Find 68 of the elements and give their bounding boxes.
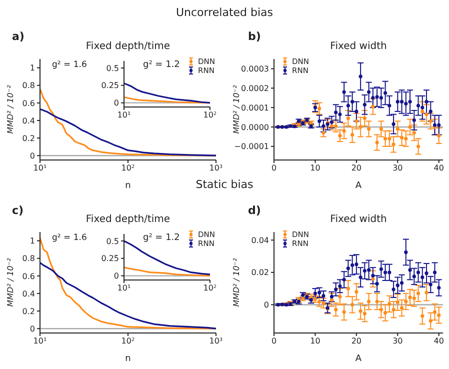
x-tick-label: 10 xyxy=(310,164,320,173)
y-tick-label: 1 xyxy=(30,236,35,246)
y-tick-label: 0.5 xyxy=(106,236,119,246)
text: a) xyxy=(12,30,24,43)
x-axis-title: A xyxy=(355,181,362,191)
text: d) xyxy=(248,204,261,217)
x-tick-label: 30 xyxy=(392,164,403,173)
y-tick-label: 1 xyxy=(30,64,35,73)
y-tick-label: 0 xyxy=(30,151,35,160)
y-tick-label: 0.04 xyxy=(251,236,269,245)
y-tick-label: 0.6 xyxy=(22,272,35,281)
x-axis-title: n xyxy=(125,181,131,191)
x-tick-label: 40 xyxy=(434,336,444,346)
annotation: g² = 1.2 xyxy=(143,60,180,70)
y-tick-label: 0 xyxy=(264,300,269,310)
x-tick-label: 10² xyxy=(203,284,217,293)
annotation: g² = 1.2 xyxy=(143,233,180,243)
annotation: g² = 1.6 xyxy=(52,233,87,243)
chart-title: Fixed width xyxy=(329,41,388,52)
y-tick-label: 0.2 xyxy=(22,134,35,143)
x-tick-label: 0 xyxy=(271,164,277,173)
chart-title: Fixed width xyxy=(329,214,388,225)
text: b) xyxy=(248,30,261,43)
y-tick-label: 0.4 xyxy=(22,116,35,126)
y-tick-label: 0.4 xyxy=(22,289,35,298)
text: Static bias xyxy=(196,178,254,191)
x-axis-title: n xyxy=(125,354,131,364)
x-tick-label: 30 xyxy=(392,336,403,346)
x-tick-label: 10 xyxy=(310,336,320,346)
y-tick-label: 0.25 xyxy=(101,254,119,264)
x-tick-label: 10¹ xyxy=(117,110,131,120)
chart-title: Fixed depth/time xyxy=(84,41,172,52)
y-tick-label: 0.2 xyxy=(22,306,35,316)
y-tick-label: −0.0001 xyxy=(234,142,269,152)
text: c) xyxy=(12,204,24,217)
x-axis-title: A xyxy=(355,354,362,364)
y-tick-label: 0.0001 xyxy=(241,103,269,112)
y-tick-label: 0 xyxy=(114,98,119,108)
x-tick-label: 10² xyxy=(203,110,217,120)
x-tick-label: 10¹ xyxy=(33,336,47,346)
y-tick-label: 0.0003 xyxy=(241,64,269,74)
y-tick-label: 0.02 xyxy=(251,268,269,278)
y-tick-label: 0.5 xyxy=(106,64,119,73)
x-tick-label: 10³ xyxy=(209,164,223,173)
x-tick-label: 10² xyxy=(121,164,135,173)
y-tick-label: 0.6 xyxy=(22,98,35,108)
x-tick-label: 10² xyxy=(121,336,135,346)
annotation: g² = 1.6 xyxy=(52,60,87,70)
text: Uncorrelated bias xyxy=(174,6,274,19)
x-tick-label: 10³ xyxy=(209,336,223,346)
y-axis-title: MMD² / 10⁻² xyxy=(6,84,15,134)
y-tick-label: 0 xyxy=(30,324,35,334)
y-tick-label: 0.25 xyxy=(101,81,119,90)
x-tick-label: 20 xyxy=(351,164,362,173)
x-tick-label: 10¹ xyxy=(117,284,131,293)
y-tick-label: 0.8 xyxy=(22,254,35,264)
y-tick-label: 0.8 xyxy=(22,81,35,90)
y-axis-title: MMD² / 10⁻² xyxy=(6,257,15,307)
y-axis-title: MMD² / 10⁻² xyxy=(232,84,241,134)
y-tick-label: 0.0000 xyxy=(241,122,269,132)
x-tick-label: 10¹ xyxy=(33,164,47,173)
x-tick-label: 20 xyxy=(351,336,362,346)
x-tick-label: 0 xyxy=(271,336,277,346)
y-axis-title: MMD² / 10⁻² xyxy=(232,257,241,307)
y-tick-label: 0 xyxy=(114,272,119,281)
y-tick-label: 0.0002 xyxy=(241,84,269,93)
chart-title: Fixed depth/time xyxy=(84,214,172,225)
x-tick-label: 40 xyxy=(434,164,444,173)
